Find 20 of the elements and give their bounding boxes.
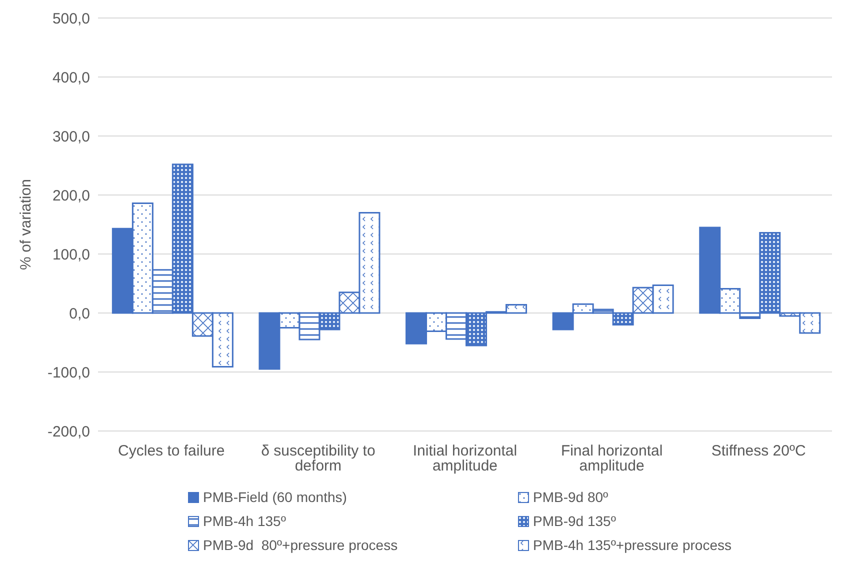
legend-label: PMB-9d 80º+pressure process bbox=[203, 537, 398, 553]
legend-label: PMB-9d 80º bbox=[533, 489, 608, 505]
x-tick-label: Cycles to failure bbox=[118, 442, 225, 460]
x-tick-label: Initial horizontal amplitude bbox=[412, 442, 518, 475]
legend-label: PMB-4h 135º bbox=[203, 513, 286, 529]
y-tick-label: -200,0 bbox=[47, 423, 90, 440]
y-tick-label: 500,0 bbox=[52, 10, 90, 28]
legend-label: PMB-Field (60 months) bbox=[203, 489, 347, 505]
x-tick-label: Stiffness 20ºC bbox=[711, 442, 806, 460]
x-tick-label: Final horizontal amplitude bbox=[560, 442, 663, 475]
y-tick-label: 0,0 bbox=[69, 305, 90, 322]
x-tick-label: δ susceptibility to deform bbox=[261, 442, 376, 475]
y-axis-title: % of variation bbox=[17, 179, 34, 270]
y-tick-label: 400,0 bbox=[52, 69, 90, 86]
y-tick-label: 200,0 bbox=[52, 187, 90, 204]
y-tick-label: -100,0 bbox=[47, 364, 90, 382]
legend-label: PMB-9d 135º bbox=[533, 513, 616, 529]
legend-label: PMB-4h 135º+pressure process bbox=[533, 537, 732, 553]
y-tick-label: 300,0 bbox=[52, 128, 90, 146]
y-tick-label: 100,0 bbox=[52, 246, 90, 264]
